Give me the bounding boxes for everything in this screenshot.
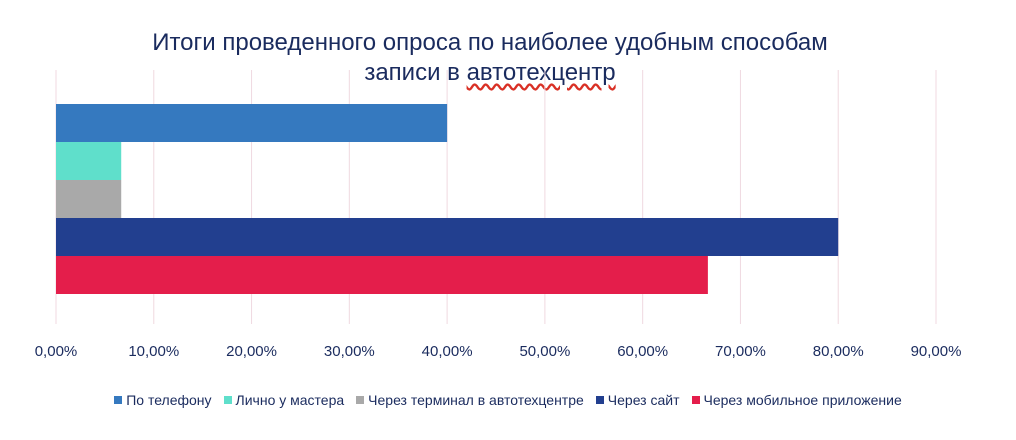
x-tick-label-3: 30,00%: [324, 343, 375, 360]
legend-swatch-1: [114, 396, 123, 404]
x-tick-label-2: 20,00%: [226, 343, 277, 360]
bar-4: [56, 218, 839, 256]
x-tick-label-6: 60,00%: [617, 343, 668, 360]
x-tick-label-9: 90,00%: [911, 343, 962, 360]
x-tick-label-0: 0,00%: [35, 343, 78, 360]
x-tick-label-7: 70,00%: [715, 343, 766, 360]
legend-label-2: Лично у мастера: [235, 392, 345, 408]
legend-item-5: Через мобильное приложение: [691, 392, 902, 408]
chart-title-line-2-text: записи в автотехцентр: [364, 59, 615, 86]
legend-label-5: Через мобильное приложение: [703, 392, 902, 408]
legend-swatch-2: [223, 396, 232, 404]
legend: По телефону Лично у мастера Через терминал…: [0, 392, 1016, 408]
bar-1: [56, 104, 448, 142]
legend-item-2: Лично у мастера: [223, 392, 345, 408]
legend-swatch-3: [356, 396, 365, 404]
legend-swatch-4: [595, 396, 604, 404]
x-tick-label-8: 80,00%: [813, 343, 864, 360]
legend-swatch-5: [691, 396, 700, 404]
chart-title-spellcheck-word: автотехцентр: [466, 59, 616, 86]
legend-label-3: Через терминал в автотехцентре: [368, 392, 584, 408]
legend-item-3: Через терминал в автотехцентре: [356, 392, 584, 408]
bar-2: [56, 142, 122, 180]
legend-item-4: Через сайт: [595, 392, 680, 408]
bar-3: [56, 180, 122, 218]
chart-title-line-2: записи в автотехцентр: [60, 58, 920, 88]
x-tick-label-5: 50,00%: [519, 343, 570, 360]
x-tick-label-4: 40,00%: [422, 343, 473, 360]
legend-label-1: По телефону: [126, 392, 212, 408]
legend-item-1: По телефону: [114, 392, 212, 408]
x-tick-label-1: 10,00%: [128, 343, 179, 360]
chart-title: Итоги проведенного опроса по наиболее уд…: [60, 28, 920, 88]
chart-title-line-2-prefix: записи в: [364, 59, 467, 86]
legend-label-4: Через сайт: [607, 392, 680, 408]
bar-5: [56, 256, 708, 294]
chart-title-line-1: Итоги проведенного опроса по наиболее уд…: [152, 29, 828, 56]
